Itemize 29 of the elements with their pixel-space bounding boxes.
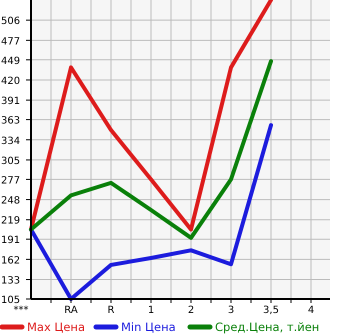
legend-label: Max Цена: [27, 320, 85, 334]
y-tick-label: 219: [1, 216, 20, 227]
y-tick-label: 363: [1, 116, 20, 127]
legend-label: Сред.Цена, т.йен: [215, 320, 320, 334]
y-tick-label: 133: [1, 276, 20, 287]
line-series: [29, 59, 273, 240]
y-tick-label: 248: [1, 196, 20, 207]
legend-label: Min Цена: [121, 320, 176, 334]
y-tick-label: 162: [1, 255, 20, 266]
y-tick-label: 420: [1, 76, 20, 87]
x-tick-label: RA: [64, 305, 78, 316]
x-tick-label: R: [108, 305, 115, 316]
x-tick-label: 1: [148, 305, 154, 316]
y-tick-label: 105: [1, 295, 20, 306]
y-tick-label: 449: [1, 56, 20, 67]
x-tick-label: ***: [14, 305, 28, 316]
y-tick-label: 191: [1, 235, 20, 246]
line-series: [29, 123, 273, 301]
y-tick-label: 506: [1, 16, 20, 28]
x-tick-label: 3,5: [263, 305, 279, 316]
x-tick-label: 3: [228, 305, 234, 316]
y-tick-label: 391: [1, 96, 20, 108]
line-series: [29, 0, 273, 232]
y-tick-label: 334: [1, 136, 20, 147]
x-tick-label: 4: [308, 305, 314, 316]
x-tick-label: 2: [188, 305, 194, 316]
y-tick-label: 477: [1, 36, 20, 48]
y-tick-label: 305: [1, 156, 20, 167]
y-tick-label: 277: [1, 175, 20, 186]
